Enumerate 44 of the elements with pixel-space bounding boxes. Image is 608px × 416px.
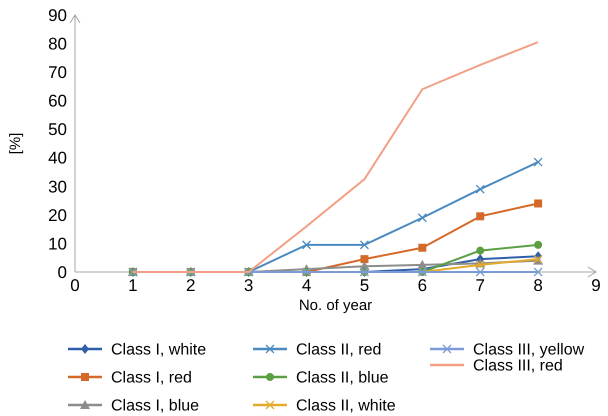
y-tick-label: 60 xyxy=(48,92,67,111)
legend-label: Class II, red xyxy=(296,342,382,359)
point xyxy=(302,240,312,250)
point xyxy=(476,212,484,220)
y-tick-label: 30 xyxy=(48,177,67,196)
point xyxy=(533,267,543,277)
point xyxy=(418,244,426,252)
y-tick-label: 50 xyxy=(48,120,67,140)
point xyxy=(418,213,427,222)
legend-label: Class III, yellow xyxy=(473,342,585,359)
legend-label: Class II, white xyxy=(296,398,396,415)
point xyxy=(360,255,368,264)
legend-label: Class I, blue xyxy=(111,398,200,415)
y-tick-label: 40 xyxy=(48,148,67,168)
point xyxy=(476,184,485,194)
point xyxy=(476,260,485,270)
legend-label: Class II, blue xyxy=(296,370,389,387)
y-tick-label: 80 xyxy=(48,34,67,54)
y-axis-title: [%] xyxy=(7,132,24,154)
y-tick-label: 90 xyxy=(48,6,67,25)
x-axis-title: No. of year xyxy=(298,297,372,314)
x-tick-label: 1 xyxy=(128,276,138,295)
y-tick-label: 10 xyxy=(48,234,67,254)
x-tick-label: 3 xyxy=(244,276,254,295)
y-tick-label: 20 xyxy=(48,206,67,225)
legend-label: Class III, red xyxy=(473,358,563,375)
y-tick-label: 70 xyxy=(48,63,67,82)
point xyxy=(476,267,485,277)
legend-label: Class I, red xyxy=(111,370,192,387)
x-tick-label: 7 xyxy=(475,276,485,295)
point xyxy=(476,246,484,255)
x-tick-label: 5 xyxy=(360,276,370,295)
point xyxy=(534,240,542,249)
x-tick-label: 6 xyxy=(418,276,428,295)
x-tick-label: 0 xyxy=(70,276,80,295)
x-tick-label: 2 xyxy=(186,276,196,295)
legend-label: Class I, white xyxy=(111,342,206,359)
x-tick-label: 8 xyxy=(533,276,543,295)
point xyxy=(533,157,543,167)
y-tick-label: 0 xyxy=(58,262,67,282)
point xyxy=(360,240,370,250)
x-tick-label: 9 xyxy=(591,276,601,295)
point xyxy=(534,199,542,208)
x-tick-label: 4 xyxy=(302,276,312,295)
